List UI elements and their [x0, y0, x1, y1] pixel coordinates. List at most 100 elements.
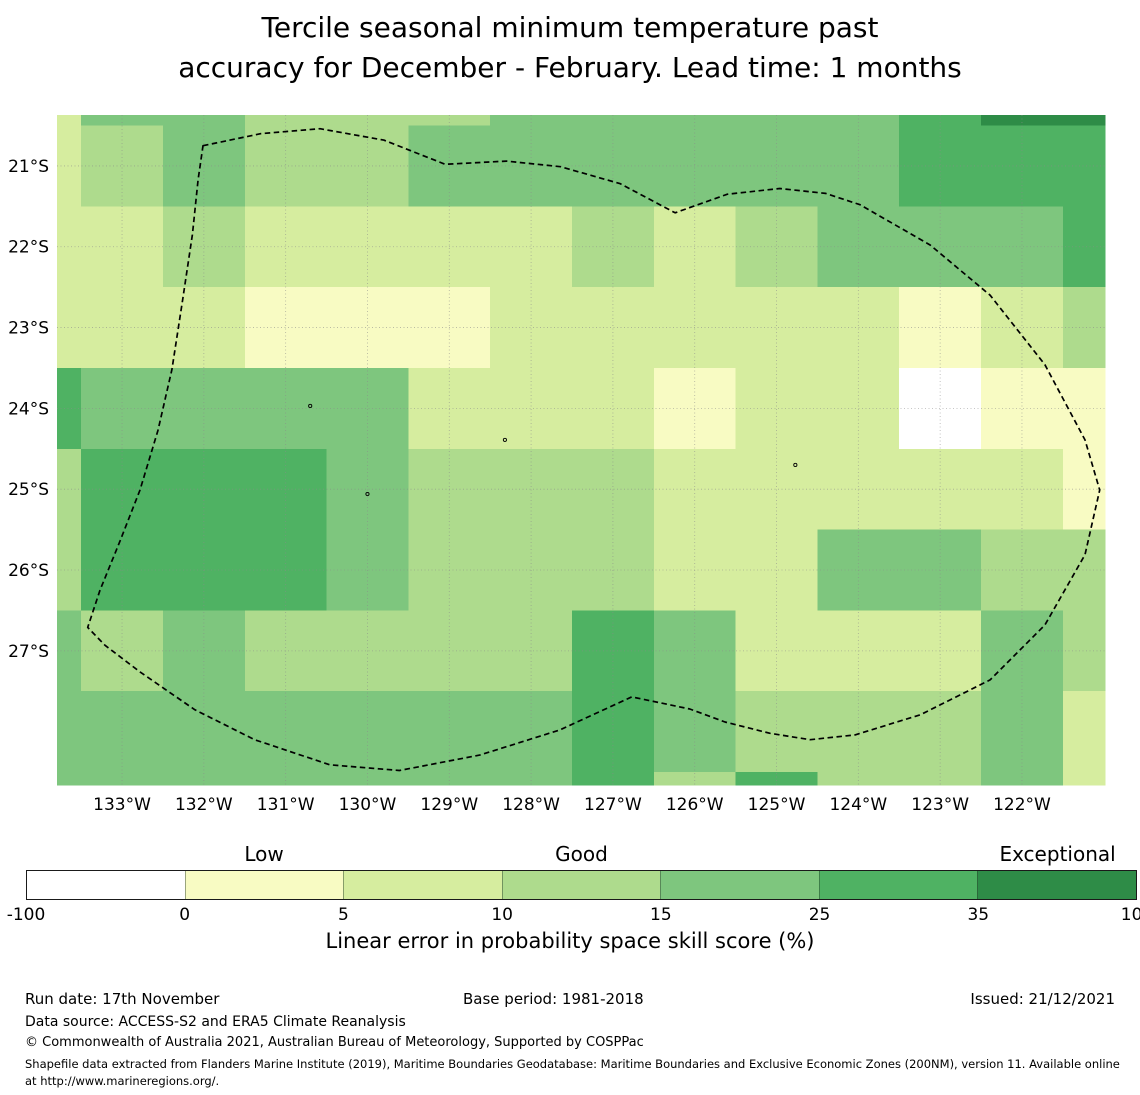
map-cell — [899, 115, 982, 127]
x-tick-label: 126°W — [666, 795, 724, 815]
map-cell — [899, 772, 982, 786]
colorbar-tick-label: -100 — [6, 905, 46, 925]
x-tick-label: 130°W — [339, 795, 397, 815]
colorbar-segment — [501, 871, 661, 899]
map-cell — [735, 772, 819, 786]
colorbar-segment — [660, 871, 819, 899]
map-cell — [1062, 206, 1106, 288]
map-cell — [653, 772, 737, 786]
y-tick-label: 24°S — [8, 399, 49, 419]
y-tick-label: 21°S — [8, 157, 49, 177]
colorbar-quality-labels: Low Good Exceptional — [26, 842, 1137, 868]
y-tick-label: 23°S — [8, 319, 49, 339]
map-cell — [57, 772, 82, 786]
map-cell — [735, 206, 819, 288]
colorbar-segment — [27, 871, 185, 899]
map-cell — [1062, 367, 1106, 450]
map-cell — [408, 115, 491, 127]
map-cell — [653, 115, 737, 127]
map-cell — [326, 125, 409, 207]
map-cell — [57, 115, 82, 127]
map-cell — [1062, 125, 1106, 207]
colorbar-label-low: Low — [244, 842, 284, 866]
footer-data-source: Data source: ACCESS-S2 and ERA5 Climate … — [25, 1014, 406, 1030]
x-tick-label: 128°W — [502, 795, 560, 815]
map-cell — [735, 287, 819, 369]
map-cell — [326, 206, 409, 288]
x-tick-label: 133°W — [93, 795, 151, 815]
map-cell — [162, 115, 246, 127]
map-cell — [162, 772, 246, 786]
map-cell — [981, 206, 1064, 288]
map-cell — [981, 125, 1064, 207]
map-cell — [490, 206, 573, 288]
x-tick-label: 125°W — [748, 795, 806, 815]
colorbar-tick-labels: -100 0 5 10 15 25 35 100 — [7, 905, 1140, 927]
map-cell — [981, 772, 1064, 786]
map-cell — [1062, 448, 1106, 531]
colorbar-tick-label: 35 — [967, 905, 990, 925]
map-cell — [81, 206, 164, 288]
map-cell — [1062, 529, 1106, 612]
map-cell — [490, 772, 573, 786]
map-cell — [572, 772, 655, 786]
footer-base-period: Base period: 1981-2018 — [463, 990, 644, 1008]
colorbar-segment — [977, 871, 1137, 899]
colorbar-label-good: Good — [555, 842, 608, 866]
map-cell — [326, 115, 409, 127]
map-cell — [244, 115, 328, 127]
colorbar-segment — [818, 871, 978, 899]
map-cell — [81, 115, 164, 127]
chart-title-line1: Tercile seasonal minimum temperature pas… — [261, 11, 879, 44]
skill-score-map: 21°S 22°S 23°S 24°S 25°S 26°S 27°S 133°W 132°W 13… — [8, 115, 1106, 815]
x-tick-label: 123°W — [911, 795, 969, 815]
colorbar-segment — [184, 871, 344, 899]
eez-boundary-line — [86, 127, 1101, 772]
map-cell — [735, 125, 819, 207]
contour-mark — [793, 462, 798, 468]
map-cell — [735, 115, 819, 127]
y-tick-label: 22°S — [8, 238, 49, 258]
x-tick-label: 132°W — [175, 795, 233, 815]
map-cell — [408, 772, 491, 786]
colorbar-tick-label: 15 — [650, 905, 672, 925]
map-cells — [57, 115, 1106, 786]
x-tick-label: 129°W — [420, 795, 478, 815]
x-tick-label: 131°W — [257, 795, 315, 815]
map-cell — [490, 115, 573, 127]
map-cell — [326, 772, 409, 786]
map-cell — [981, 115, 1064, 127]
colorbar-segment — [343, 871, 502, 899]
colorbar-tick-label: 25 — [808, 905, 831, 925]
y-tick-label: 27°S — [8, 642, 49, 662]
map-cell — [817, 772, 900, 786]
contour-mark — [365, 491, 370, 497]
footer-run-date: Run date: 17th November — [25, 990, 220, 1008]
y-tick-label: 26°S — [8, 561, 49, 581]
colorbar-label-exceptional: Exceptional — [999, 842, 1116, 866]
map-cell — [572, 115, 655, 127]
map-cell — [81, 772, 164, 786]
map-cell — [81, 287, 164, 369]
chart-title-line2: accuracy for December - February. Lead t… — [178, 51, 962, 84]
map-cell — [490, 287, 573, 369]
colorbar-tick-label: 0 — [179, 905, 191, 925]
map-cell — [1062, 115, 1106, 127]
map-cell — [1062, 691, 1106, 773]
map-cell — [817, 115, 900, 127]
map-cell — [1062, 287, 1106, 369]
footer-issued-date: Issued: 21/12/2021 — [970, 990, 1115, 1008]
colorbar-tick-label: 100 — [1120, 905, 1140, 925]
x-tick-label: 124°W — [829, 795, 887, 815]
map-cell — [57, 691, 82, 773]
colorbar-tick-label: 10 — [491, 905, 513, 925]
map-cell — [81, 125, 164, 207]
x-tick-label: 122°W — [993, 795, 1051, 815]
contour-mark — [502, 437, 507, 442]
map-cell — [244, 772, 328, 786]
chart-title: Tercile seasonal minimum temperature pas… — [0, 8, 1140, 88]
y-tick-label: 25°S — [8, 480, 49, 500]
footer-copyright: © Commonwealth of Australia 2021, Austra… — [25, 1035, 644, 1050]
map-cell — [1062, 610, 1106, 692]
